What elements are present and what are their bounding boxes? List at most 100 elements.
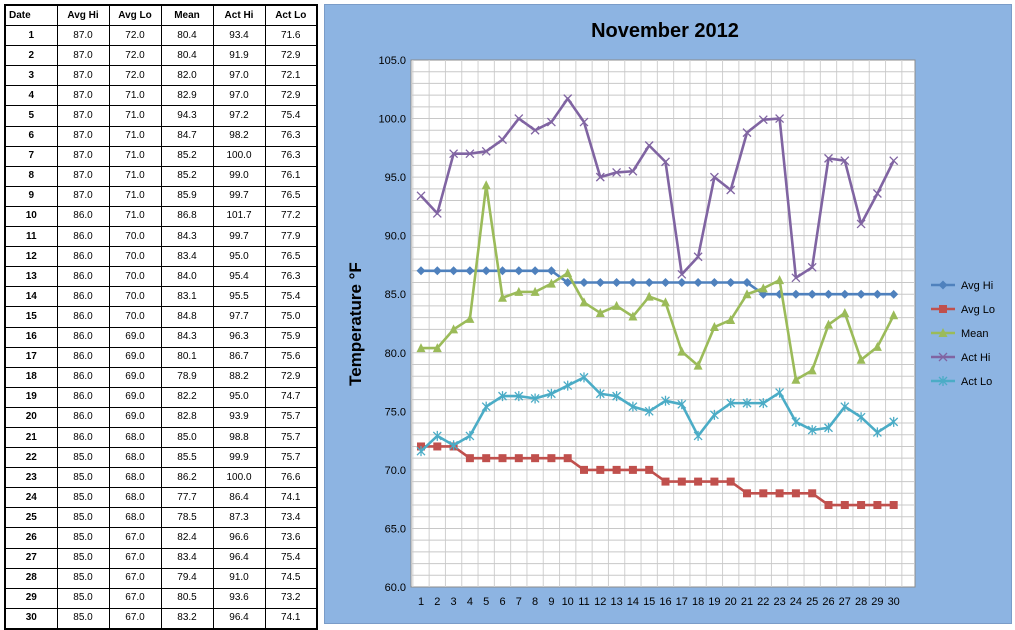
cell-avg-hi: 85.0 (56, 507, 110, 529)
cell-act-lo: 75.0 (264, 306, 318, 328)
cell-avg-hi: 87.0 (56, 165, 110, 187)
cell-act-lo: 76.5 (264, 185, 318, 207)
cell-act-hi: 96.4 (212, 607, 266, 630)
y-tick-label: 95.0 (385, 172, 406, 184)
data-point-act-lo (481, 401, 491, 412)
data-point-avg-lo (465, 454, 474, 463)
cell-avg-lo: 68.0 (108, 467, 162, 489)
table-row: 15 86.0 70.0 84.8 97.7 75.0 (4, 306, 318, 328)
x-tick-label: 20 (725, 596, 737, 608)
cell-act-hi: 99.0 (212, 165, 266, 187)
data-point-avg-hi (595, 278, 605, 288)
data-point-act-hi (628, 166, 638, 176)
data-point-mean (693, 360, 703, 370)
data-point-act-lo (530, 393, 540, 404)
data-point-act-lo (807, 425, 817, 436)
data-point-mean (644, 291, 654, 301)
data-point-act-lo (498, 391, 507, 402)
table-row: 22 85.0 68.0 85.5 99.9 75.7 (4, 447, 318, 469)
cell-mean: 83.2 (160, 607, 214, 630)
cell-avg-hi: 86.0 (56, 426, 110, 449)
cell-mean: 77.7 (160, 487, 214, 509)
cell-act-hi: 93.9 (212, 406, 266, 428)
x-tick-label: 28 (855, 596, 867, 608)
data-point-act-hi (693, 252, 703, 262)
data-point-act-lo (693, 430, 703, 441)
cell-date: 4 (4, 85, 58, 107)
data-point-mean (530, 286, 540, 296)
data-point-avg-hi (514, 266, 524, 276)
x-tick-label: 3 (451, 596, 457, 608)
data-point-avg-hi (644, 278, 654, 288)
table-row: 27 85.0 67.0 83.4 96.4 75.4 (4, 547, 318, 569)
data-point-act-hi (709, 172, 719, 182)
cell-act-lo: 74.5 (264, 567, 318, 589)
cell-date: 24 (4, 487, 58, 509)
data-point-act-lo (791, 416, 801, 427)
data-point-avg-lo (547, 454, 556, 463)
data-point-avg-hi (742, 278, 752, 288)
table-row: 14 86.0 70.0 83.1 95.5 75.4 (4, 286, 318, 308)
data-point-mean (840, 307, 850, 317)
y-tick-label: 70.0 (385, 465, 406, 477)
cell-act-hi: 86.4 (212, 487, 266, 509)
x-tick-label: 13 (610, 596, 622, 608)
data-point-mean (579, 297, 589, 307)
cell-act-hi: 97.2 (212, 105, 266, 127)
data-point-avg-lo (775, 489, 784, 498)
cell-act-lo: 75.7 (264, 447, 318, 469)
cell-act-lo: 76.1 (264, 165, 318, 187)
cell-date: 9 (4, 185, 58, 207)
data-point-act-lo (872, 427, 882, 438)
table-row: 3 87.0 72.0 82.0 97.0 72.1 (4, 65, 318, 87)
x-tick-label: 9 (548, 596, 554, 608)
data-point-avg-hi (465, 266, 475, 276)
cell-avg-lo: 71.0 (108, 165, 162, 187)
data-point-mean (872, 341, 882, 351)
data-point-act-hi (465, 149, 475, 159)
y-tick-label: 105.0 (378, 55, 406, 67)
cell-date: 2 (4, 45, 58, 67)
table-row: 4 87.0 71.0 82.9 97.0 72.9 (4, 85, 318, 107)
data-point-avg-hi (693, 278, 703, 288)
data-point-mean (791, 374, 801, 384)
table-row: 19 86.0 69.0 82.2 95.0 74.7 (4, 386, 318, 408)
cell-mean: 85.9 (160, 185, 214, 207)
cell-avg-hi: 87.0 (56, 125, 110, 147)
cell-avg-hi: 87.0 (56, 25, 110, 47)
data-point-avg-lo (857, 501, 866, 510)
cell-act-hi: 99.9 (212, 447, 266, 469)
cell-mean: 83.1 (160, 286, 214, 308)
data-point-act-hi (546, 117, 556, 127)
data-point-mean (514, 286, 524, 296)
data-point-act-hi (758, 115, 768, 125)
data-point-avg-lo (580, 465, 588, 474)
table-row: 17 86.0 69.0 80.1 86.7 75.6 (4, 346, 318, 368)
table-row: 2 87.0 72.0 80.4 91.9 72.9 (4, 45, 318, 67)
x-tick-label: 26 (822, 596, 834, 608)
data-point-avg-hi (709, 278, 719, 288)
legend-marker-act-lo (938, 376, 948, 386)
cell-act-lo: 76.3 (264, 266, 318, 288)
data-point-act-hi (889, 156, 899, 166)
cell-mean: 86.2 (160, 467, 214, 489)
x-tick-label: 21 (741, 596, 753, 608)
table-row: 16 86.0 69.0 84.3 96.3 75.9 (4, 326, 318, 348)
cell-avg-lo: 72.0 (108, 65, 162, 87)
data-point-avg-hi (856, 289, 866, 299)
cell-mean: 82.0 (160, 65, 214, 87)
cell-date: 28 (4, 567, 58, 589)
cell-date: 17 (4, 346, 58, 368)
cell-date: 5 (4, 105, 58, 127)
y-tick-label: 100.0 (378, 114, 406, 126)
cell-mean: 83.4 (160, 246, 214, 268)
y-axis-title: Temperature °F (346, 262, 365, 386)
cell-date: 20 (4, 406, 58, 428)
cell-avg-lo: 71.0 (108, 105, 162, 127)
table-body: 1 87.0 72.0 80.4 93.4 71.6 2 87.0 72.0 80.4 91.9 72… (4, 25, 318, 630)
x-tick-label: 29 (871, 596, 883, 608)
x-tick-label: 30 (888, 596, 900, 608)
cell-mean: 80.1 (160, 346, 214, 368)
cell-avg-lo: 70.0 (108, 226, 162, 248)
cell-avg-lo: 67.0 (108, 547, 162, 569)
